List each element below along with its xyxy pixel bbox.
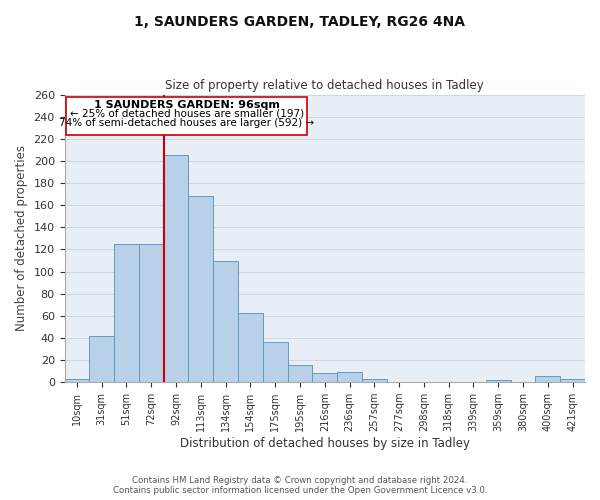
Bar [287,364,313,382]
Y-axis label: Number of detached properties: Number of detached properties [15,146,28,332]
Bar [164,156,188,382]
Text: 1 SAUNDERS GARDEN: 96sqm: 1 SAUNDERS GARDEN: 96sqm [94,100,280,110]
Bar [114,244,139,382]
Bar [188,196,213,382]
Bar [65,379,89,382]
Bar [362,379,387,382]
X-axis label: Distribution of detached houses by size in Tadley: Distribution of detached houses by size … [180,437,470,450]
Text: 1, SAUNDERS GARDEN, TADLEY, RG26 4NA: 1, SAUNDERS GARDEN, TADLEY, RG26 4NA [134,15,466,29]
Bar [66,97,307,136]
Bar [89,336,114,382]
Bar [560,379,585,382]
Text: 74% of semi-detached houses are larger (592) →: 74% of semi-detached houses are larger (… [59,118,314,128]
Bar [313,374,337,382]
Bar [337,372,362,382]
Text: ← 25% of detached houses are smaller (197): ← 25% of detached houses are smaller (19… [70,109,304,119]
Bar [486,380,511,382]
Bar [263,342,287,382]
Title: Size of property relative to detached houses in Tadley: Size of property relative to detached ho… [166,79,484,92]
Bar [535,376,560,382]
Bar [238,312,263,382]
Bar [139,244,164,382]
Text: Contains HM Land Registry data © Crown copyright and database right 2024.
Contai: Contains HM Land Registry data © Crown c… [113,476,487,495]
Bar [213,260,238,382]
